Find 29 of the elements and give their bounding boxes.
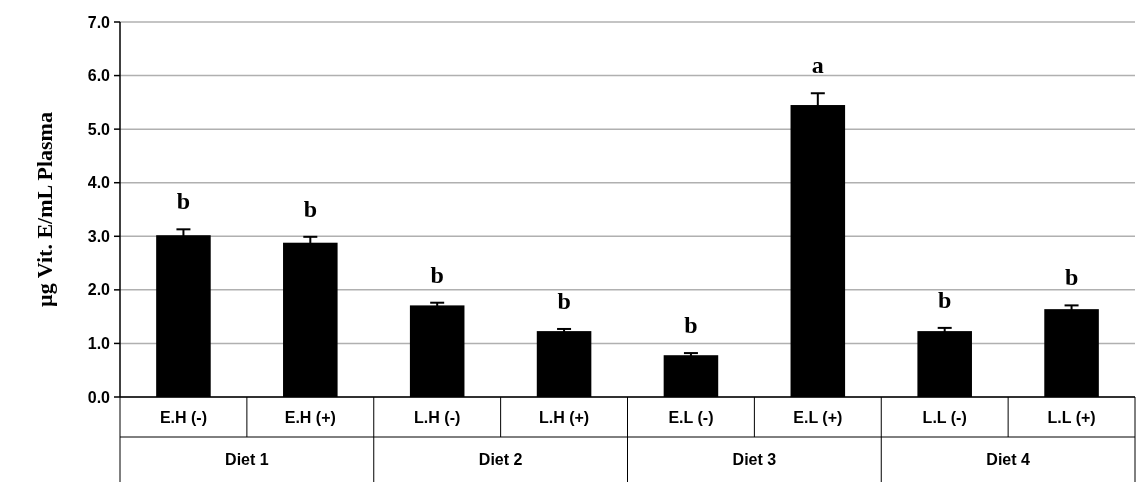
y-tick-label: 2.0 [87,281,111,299]
x-tick-label: L.H (-) [414,408,461,426]
annotation: b [557,287,571,314]
x-tick-label: L.H (+) [538,408,590,426]
annotation: b [430,261,444,288]
text: Diet 3 [732,451,777,469]
annotation: b [303,195,317,222]
x-tick-label: E.L (+) [793,408,843,426]
x-tick-label: E.L (-) [668,408,714,426]
y-tick-label: 7.0 [87,13,111,31]
y-tick-label: 5.0 [87,120,111,138]
annotation: b [684,312,698,339]
annotation: a [811,52,824,79]
y-axis-title: µg Vit. E/mL Plasma [32,112,57,307]
text: Diet 4 [986,451,1031,469]
text: Diet 2 [478,451,523,469]
annotation: b [938,286,952,313]
text: Diet 1 [225,451,269,469]
annotation: b [1064,264,1079,291]
annotation: b [176,188,191,215]
x-tick-label: L.L (-) [922,408,967,426]
y-tick-label: 4.0 [87,174,111,192]
y-tick-label: 0.0 [87,388,111,406]
x-tick-label: L.L (+) [1047,408,1096,426]
y-tick-label: 6.0 [87,67,111,85]
x-tick-label: E.H (+) [284,408,336,426]
y-tick-label: 1.0 [87,335,111,353]
x-tick-label: E.H (-) [159,408,207,426]
y-tick-label: 3.0 [87,227,111,245]
